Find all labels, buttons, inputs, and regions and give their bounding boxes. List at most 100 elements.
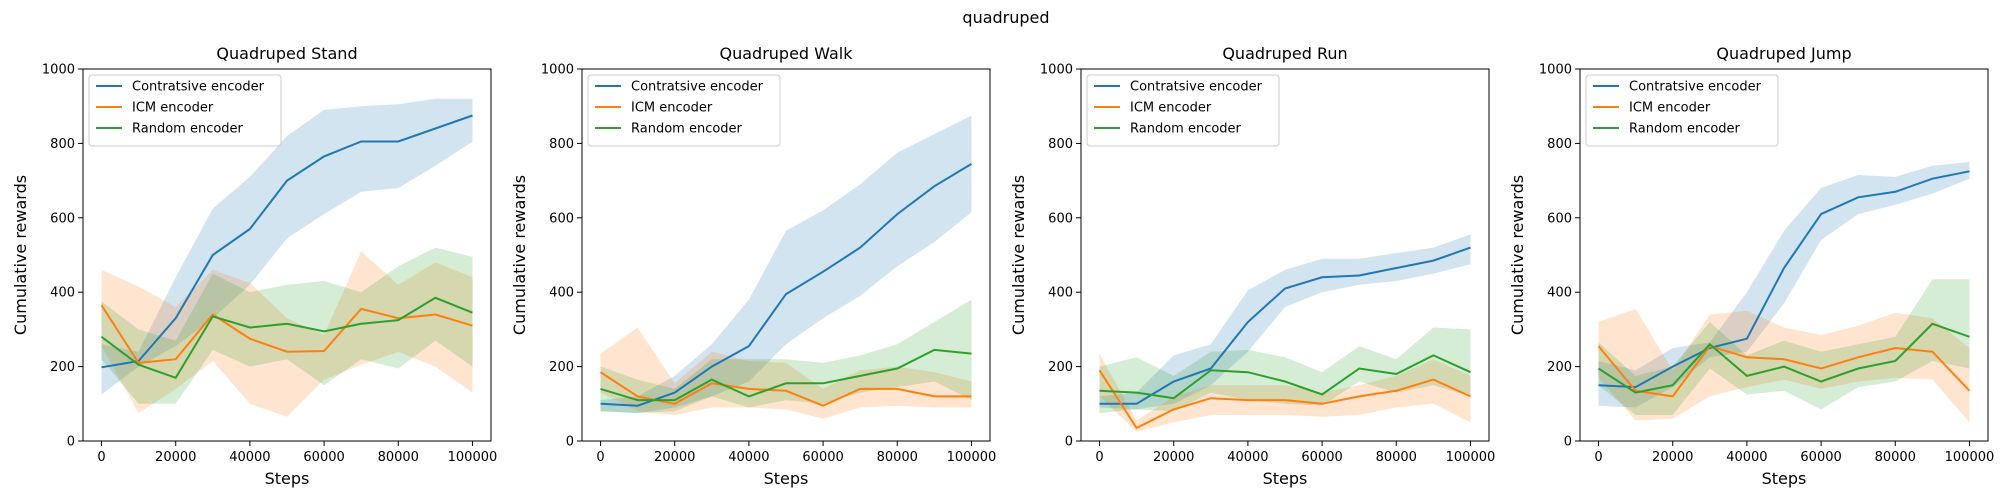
series-band-3 [101, 247, 473, 404]
y-axis-label: Cumulative rewards [1009, 175, 1028, 335]
x-tick-label: 60000 [303, 450, 344, 465]
figure-title: quadruped [962, 8, 1049, 27]
series-line-3 [1099, 354, 1471, 400]
y-tick-label: 1000 [42, 63, 75, 78]
y-tick-label: 600 [1048, 211, 1073, 226]
legend: Contratsive encoder ICM encoder Random enc… [88, 74, 282, 147]
legend: Contratsive encoder ICM encoder Random enc… [1585, 74, 1779, 147]
y-tick-label: 200 [549, 360, 574, 375]
plot-frame [1080, 68, 1490, 442]
series-line-2 [599, 371, 972, 407]
series-line-1 [600, 163, 973, 407]
series-line-3 [1597, 322, 1970, 394]
x-tick-label: 100000 [448, 450, 498, 465]
legend-label: ICM encoder [631, 101, 713, 116]
x-tick-label: 100000 [1446, 450, 1496, 465]
y-tick-label: 600 [549, 211, 574, 226]
y-tick-label: 600 [50, 211, 75, 226]
chart-title: Quadruped Walk [720, 44, 854, 63]
series-band-2 [600, 327, 972, 419]
series-band-1 [101, 98, 473, 395]
series-band-1 [1099, 234, 1471, 410]
chart-panel-4: 0 20000 40000 60000 80000 100000 0 200 400 600 800… [1508, 44, 1994, 488]
x-tick-label: 60000 [1301, 450, 1342, 465]
y-tick-label: 800 [50, 137, 75, 152]
y-tick-label: 1000 [541, 63, 574, 78]
legend-box [1086, 74, 1280, 147]
legend-label: ICM encoder [132, 101, 214, 116]
legend-label: Random encoder [132, 122, 244, 137]
x-axis-label: Steps [764, 469, 809, 488]
y-tick-label: 200 [1547, 360, 1572, 375]
x-tick-label: 80000 [378, 450, 419, 465]
x-tick-label: 0 [1594, 450, 1602, 465]
x-tick-label: 60000 [802, 450, 843, 465]
series-band-3 [600, 299, 972, 414]
y-tick-label: 800 [1547, 137, 1572, 152]
chart-panel-1: 0 20000 40000 60000 80000 100000 0 200 400 600 800… [11, 44, 497, 488]
legend: Contratsive encoder ICM encoder Random enc… [587, 74, 781, 147]
plot-frame [82, 68, 492, 442]
y-tick-label: 800 [1048, 137, 1073, 152]
legend-box [1585, 74, 1779, 147]
y-axis-label: Cumulative rewards [510, 175, 529, 335]
x-tick-label: 80000 [877, 450, 918, 465]
x-tick-label: 0 [97, 450, 105, 465]
legend-box [88, 74, 282, 147]
x-axis-label: Steps [265, 469, 310, 488]
y-tick-label: 400 [1048, 286, 1073, 301]
y-tick-label: 400 [50, 286, 75, 301]
series-band-2 [1099, 353, 1471, 432]
x-axis-label: Steps [1762, 469, 1807, 488]
legend-label: ICM encoder [1130, 101, 1212, 116]
series-line-3 [600, 348, 972, 402]
legend-label: Random encoder [1130, 122, 1242, 137]
chart-panel-3: 0 20000 40000 60000 80000 100000 0 200 400 600 800… [1009, 44, 1495, 488]
y-tick-label: 0 [566, 435, 574, 450]
x-tick-label: 100000 [947, 450, 997, 465]
y-tick-label: 0 [1065, 435, 1073, 450]
series-band-3 [1598, 279, 1970, 415]
chart-panel-2: 0 20000 40000 60000 80000 100000 0 200 400 600 800… [510, 44, 996, 488]
series-line-2 [100, 304, 473, 364]
y-tick-label: 200 [50, 360, 75, 375]
y-tick-label: 400 [549, 286, 574, 301]
y-tick-label: 0 [1564, 435, 1572, 450]
chart-title: Quadruped Jump [1716, 44, 1851, 63]
series-line-2 [1098, 369, 1471, 430]
chart-panels: 0 20000 40000 60000 80000 1000000200400600800… [11, 44, 1994, 488]
x-tick-label: 80000 [1875, 450, 1916, 465]
x-tick-label: 40000 [1227, 450, 1268, 465]
y-axis-label: Cumulative rewards [1508, 175, 1527, 335]
legend-label: Random encoder [1629, 122, 1741, 137]
legend-label: Contratsive encoder [1629, 80, 1762, 95]
y-tick-label: 600 [1547, 211, 1572, 226]
x-tick-label: 40000 [229, 450, 270, 465]
series-band-2 [101, 251, 473, 417]
series-line-1 [101, 114, 473, 369]
chart-title: Quadruped Run [1222, 44, 1347, 63]
y-tick-label: 200 [1048, 360, 1073, 375]
x-tick-label: 40000 [728, 450, 769, 465]
y-tick-label: 0 [67, 435, 75, 450]
x-tick-label: 0 [596, 450, 604, 465]
x-tick-label: 20000 [155, 450, 196, 465]
x-tick-label: 40000 [1726, 450, 1767, 465]
series-line-1 [1099, 246, 1471, 405]
legend: Contratsive encoder ICM encoder Random enc… [1086, 74, 1280, 147]
legend-label: ICM encoder [1629, 101, 1711, 116]
x-tick-label: 20000 [1153, 450, 1194, 465]
legend-label: Contratsive encoder [631, 80, 764, 95]
y-tick-label: 800 [549, 137, 574, 152]
x-tick-label: 80000 [1376, 450, 1417, 465]
y-tick-label: 1000 [1539, 63, 1572, 78]
y-tick-label: 400 [1547, 286, 1572, 301]
x-tick-label: 20000 [1652, 450, 1693, 465]
x-tick-label: 0 [1095, 450, 1103, 465]
series-line-1 [1598, 170, 1970, 389]
plot-frame [1579, 68, 1989, 442]
y-axis-label: Cumulative rewards [11, 175, 30, 335]
x-tick-label: 100000 [1945, 450, 1995, 465]
chart-title: Quadruped Stand [216, 44, 357, 63]
